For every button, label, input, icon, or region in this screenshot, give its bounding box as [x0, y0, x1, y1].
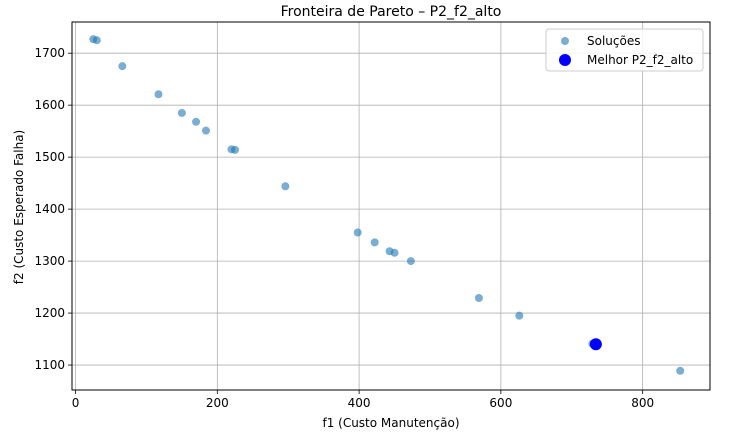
- x-tick-label: 800: [631, 396, 654, 410]
- legend: Soluções Melhor P2_f2_alto: [545, 28, 704, 72]
- y-tick-label: 1200: [34, 306, 65, 320]
- x-tick-label: 600: [489, 396, 512, 410]
- legend-label: Melhor P2_f2_alto: [587, 53, 693, 67]
- solution-point: [474, 294, 483, 302]
- x-axis-label: f1 (Custo Manutenção): [322, 416, 459, 430]
- solution-point: [118, 62, 127, 71]
- legend-label: Soluções: [587, 34, 640, 48]
- x-axis-ticks: 0 200 400 600 800: [72, 390, 654, 410]
- solution-point: [390, 248, 399, 257]
- solution-point: [370, 238, 379, 247]
- legend-marker: [561, 37, 569, 45]
- x-tick-label: 200: [206, 396, 229, 410]
- grid-lines: [72, 22, 710, 390]
- y-tick-label: 1600: [34, 98, 65, 112]
- plot-area: [71, 21, 711, 391]
- x-tick-label: 0: [72, 396, 80, 410]
- solution-point: [231, 145, 240, 154]
- y-axis-ticks: 1100 1200 1300 1400 1500 1600 1700: [34, 46, 72, 372]
- legend-box: [545, 28, 704, 72]
- solution-point: [515, 311, 524, 320]
- solution-point: [281, 182, 290, 191]
- y-tick-label: 1500: [34, 150, 65, 164]
- y-tick-label: 1300: [34, 254, 65, 268]
- solution-point: [201, 126, 210, 135]
- y-axis-label: f2 (Custo Esperado Falha): [12, 130, 26, 284]
- solution-point: [353, 228, 362, 237]
- solution-point: [676, 366, 685, 375]
- y-tick-label: 1400: [34, 202, 65, 216]
- data-points: [89, 35, 685, 375]
- solution-point: [192, 117, 201, 126]
- chart-title: Fronteira de Pareto – P2_f2_alto: [281, 4, 502, 20]
- solution-point: [406, 257, 415, 266]
- solution-point: [177, 108, 186, 117]
- x-tick-label: 400: [348, 396, 371, 410]
- legend-marker: [559, 54, 571, 66]
- y-tick-label: 1700: [34, 46, 65, 60]
- y-tick-label: 1100: [34, 358, 65, 372]
- solution-point: [154, 90, 163, 99]
- best-solution-point: [589, 338, 602, 351]
- solution-point: [92, 36, 101, 45]
